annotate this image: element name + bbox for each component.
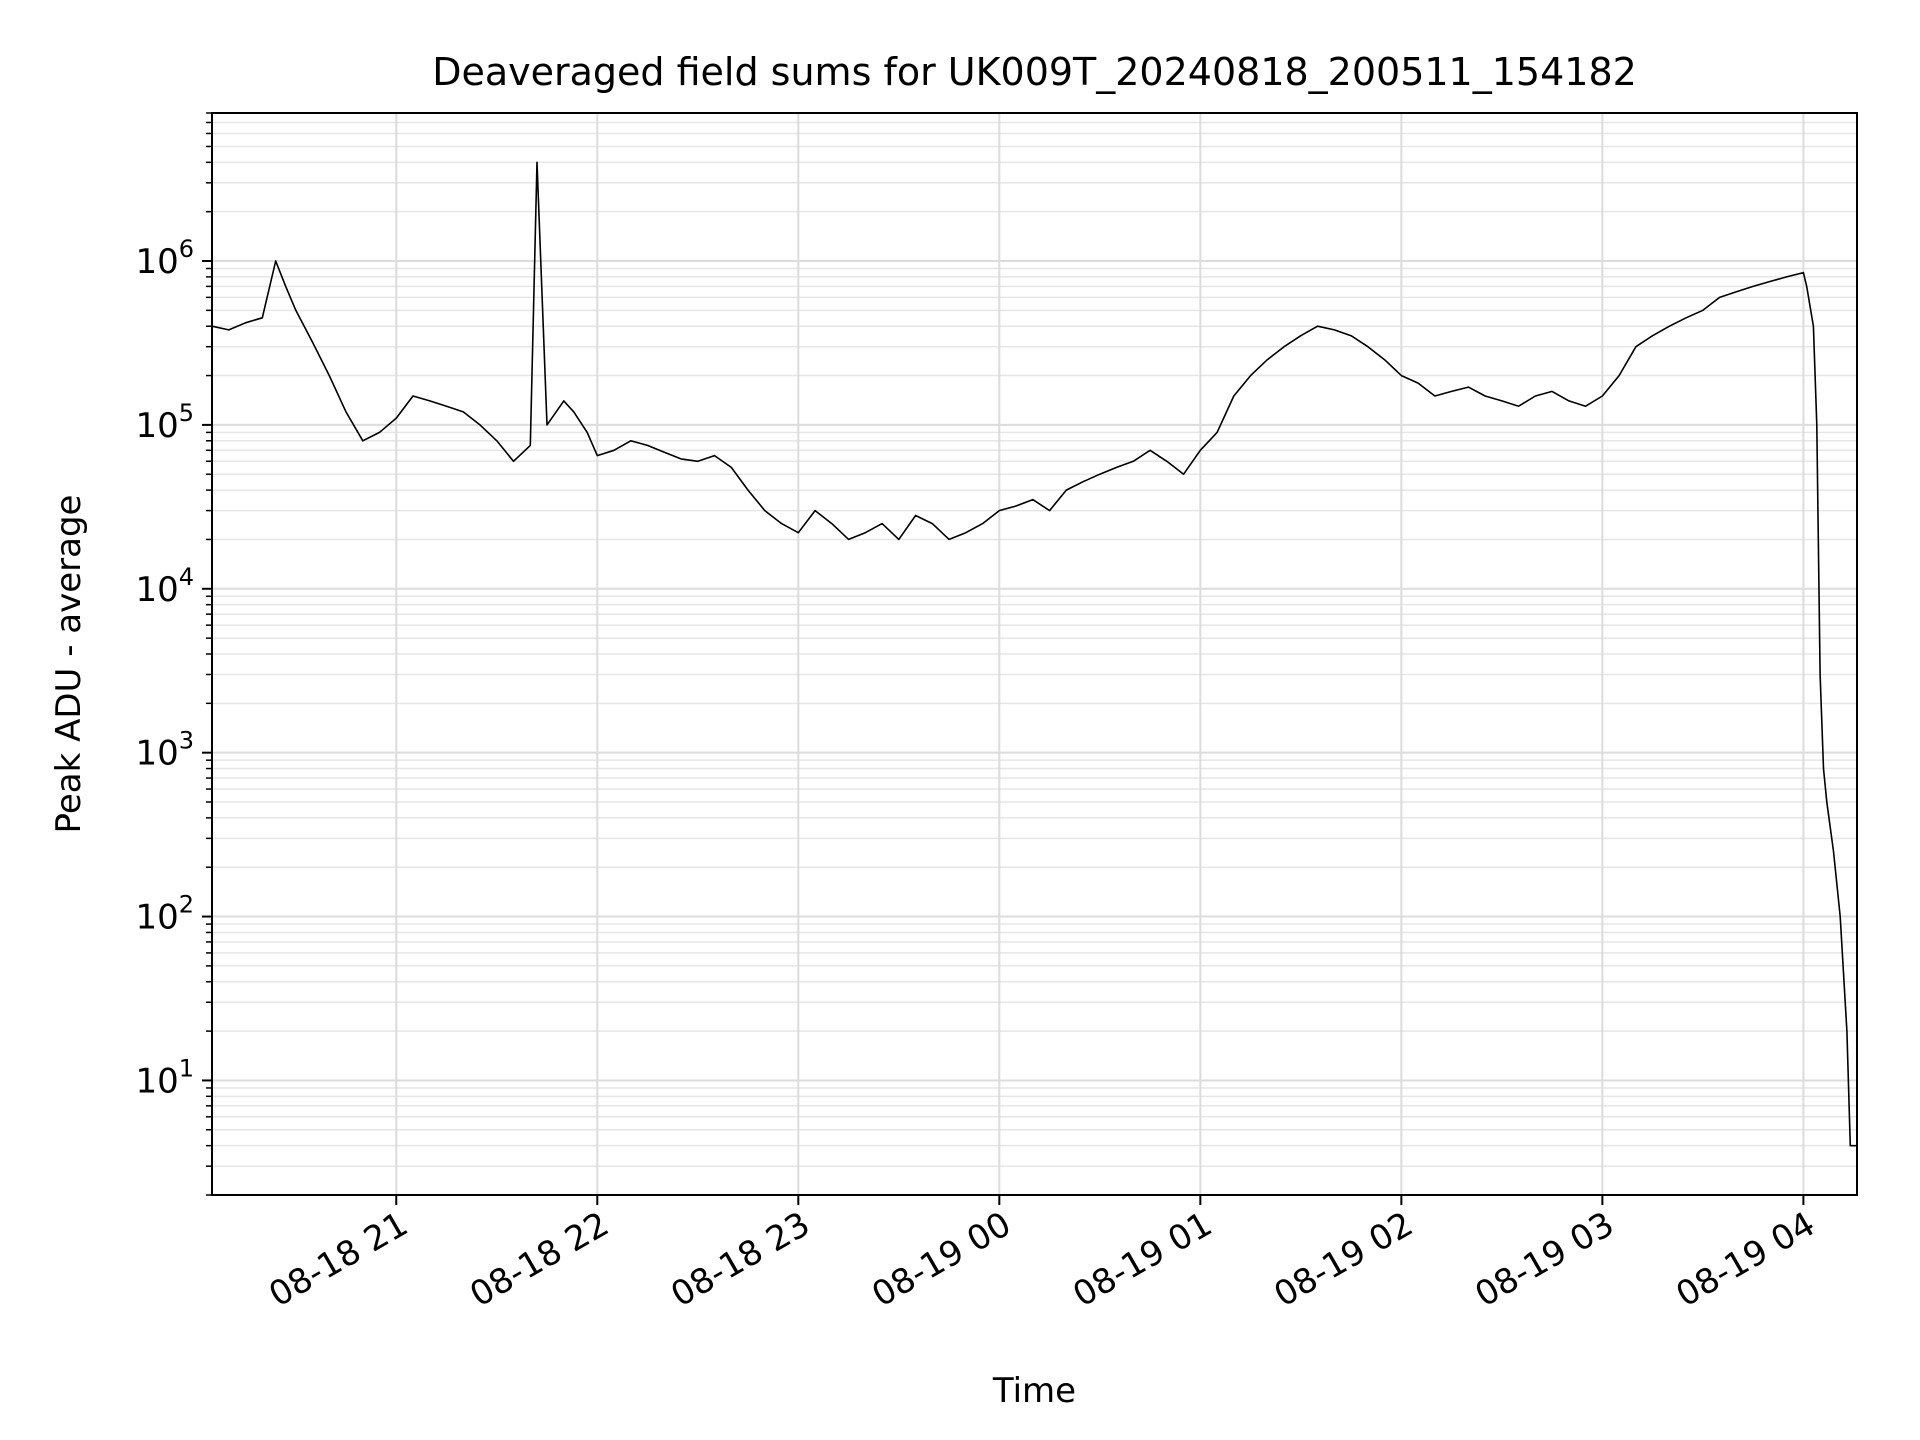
- chart-title: Deaveraged field sums for UK009T_2024081…: [432, 50, 1637, 94]
- y-tick-label: 105: [135, 399, 194, 446]
- series-layer: [211, 161, 1857, 1147]
- grid-lines: [212, 112, 1857, 1196]
- y-axis-label: Peak ADU - average: [49, 495, 89, 834]
- series-line: [211, 161, 1857, 1147]
- y-tick-label: 103: [135, 727, 194, 774]
- y-tick-label: 101: [135, 1054, 194, 1101]
- y-tick-label: 106: [135, 235, 194, 282]
- x-axis-label: Time: [992, 1371, 1076, 1411]
- y-tick-label: 102: [135, 891, 194, 938]
- y-tick-label: 104: [135, 563, 194, 610]
